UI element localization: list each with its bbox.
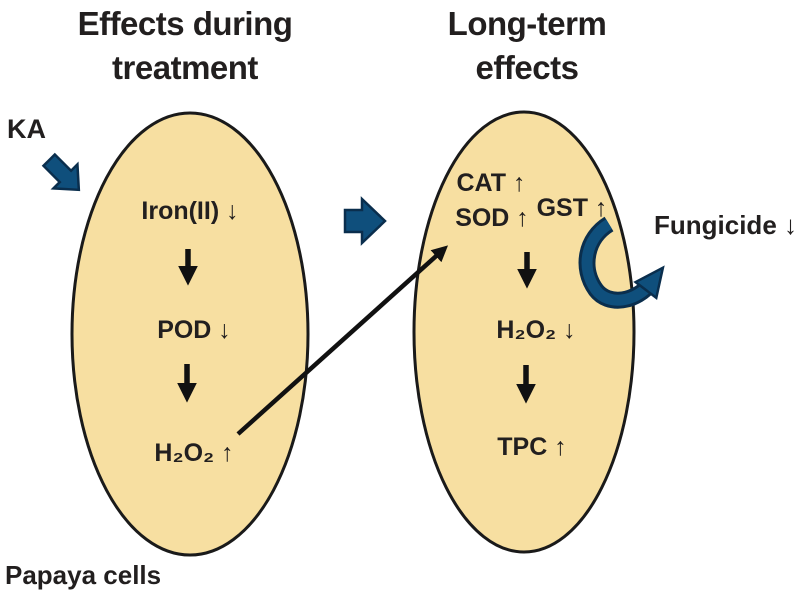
title-effects-during-treatment: Effects during treatment — [77, 5, 293, 86]
pod-label: POD ↓ — [157, 316, 231, 344]
ka-block-arrow — [41, 152, 81, 192]
treatment-to-longterm-arrow — [343, 196, 387, 246]
gst-fungicide-curved-arrow — [581, 219, 665, 306]
h2o2-to-antioxidants-arrow — [236, 245, 449, 436]
sod-label: SOD ↑ — [455, 204, 529, 232]
tpc-label: TPC ↑ — [497, 433, 567, 461]
cat-label: CAT ↑ — [456, 169, 526, 197]
h2o2-up-label: H₂O₂ ↑ — [154, 439, 234, 467]
right-cell-shape — [412, 110, 636, 554]
ka-label: KA — [7, 114, 46, 144]
left-cell-shape — [70, 111, 310, 557]
fungicide-label: Fungicide ↓ — [654, 210, 797, 240]
papaya-cells-label: Papaya cells — [5, 560, 162, 590]
iron-label: Iron(II) ↓ — [141, 197, 239, 225]
gst-label: GST ↑ — [536, 194, 608, 222]
h2o2-down-label: H₂O₂ ↓ — [496, 316, 576, 344]
title-long-term-effects: Long-term effects — [447, 5, 607, 86]
